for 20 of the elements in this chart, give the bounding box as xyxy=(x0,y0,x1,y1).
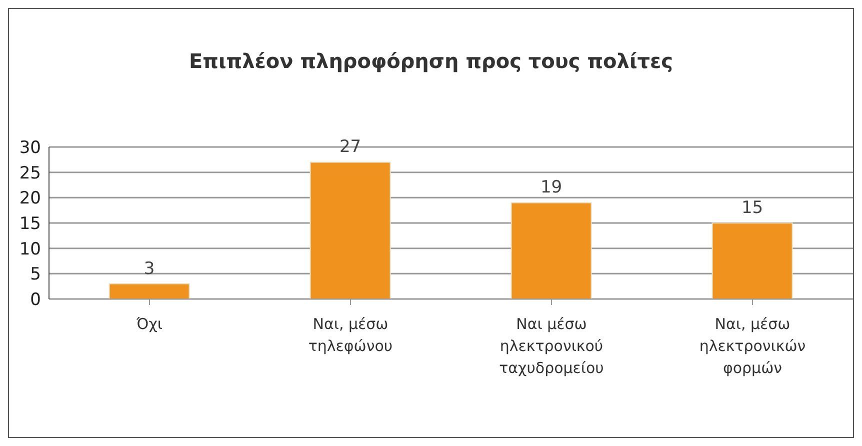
bar xyxy=(712,222,793,299)
bar xyxy=(108,283,190,299)
x-tick-label: Ναι, μέσω τηλεφώνου xyxy=(308,315,393,355)
y-tick-label: 0 xyxy=(30,290,41,310)
x-tick-label: Ναι μέσω ηλεκτρονικού ταχυδρομείου xyxy=(499,315,604,377)
bar xyxy=(310,162,391,299)
y-tick-label: 20 xyxy=(19,188,41,209)
x-tick-label: Όχι xyxy=(136,315,162,333)
y-tick-label: 25 xyxy=(19,163,41,184)
y-tick-label: 15 xyxy=(19,214,41,234)
bar xyxy=(510,202,592,299)
x-tick-label: Ναι, μέσω ηλεκτρονικών φορμών xyxy=(699,315,806,377)
data-label: 27 xyxy=(339,137,362,158)
data-label: 3 xyxy=(144,258,155,279)
data-label: 19 xyxy=(540,178,562,198)
y-tick-label: 5 xyxy=(30,264,41,285)
data-label: 15 xyxy=(741,198,764,218)
y-tick-label: 30 xyxy=(19,138,41,158)
y-tick-label: 10 xyxy=(19,239,41,260)
chart-title: Επιπλέον πληροφόρηση προς τους πολίτες xyxy=(188,48,674,73)
